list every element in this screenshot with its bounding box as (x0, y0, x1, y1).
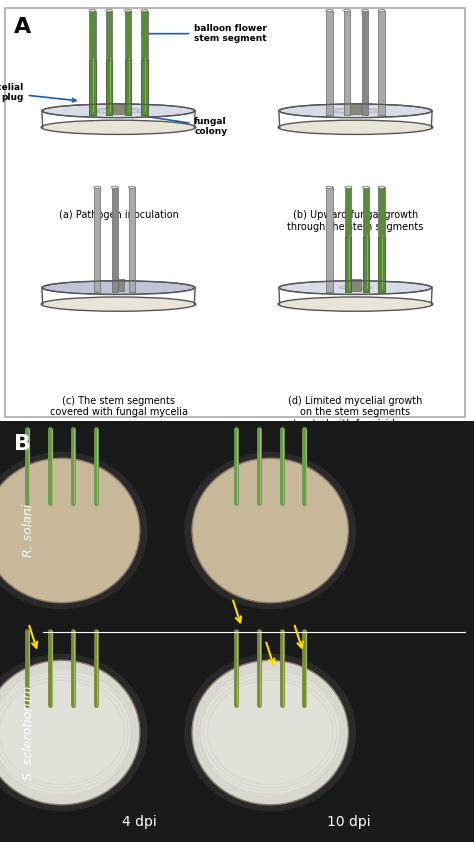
Bar (378, 11, 385, 115)
Ellipse shape (0, 669, 130, 796)
Ellipse shape (192, 660, 348, 805)
Ellipse shape (362, 9, 368, 12)
Ellipse shape (192, 458, 348, 603)
Text: balloon flower
stem segment: balloon flower stem segment (142, 24, 267, 44)
Ellipse shape (43, 104, 194, 118)
Text: (b) Upward fungal growth
through the stem segments: (b) Upward fungal growth through the ste… (287, 210, 424, 232)
Ellipse shape (94, 186, 100, 189)
Text: fungal
colony: fungal colony (133, 113, 228, 136)
Text: A: A (14, 17, 31, 37)
Bar (350, 103, 361, 115)
Text: R. solani: R. solani (22, 504, 35, 557)
Ellipse shape (0, 451, 148, 610)
FancyBboxPatch shape (5, 8, 465, 417)
Ellipse shape (184, 451, 356, 610)
Bar (106, 60, 112, 115)
Ellipse shape (201, 669, 339, 796)
Ellipse shape (43, 281, 194, 295)
Ellipse shape (0, 458, 140, 603)
Bar (326, 11, 332, 115)
Bar (125, 11, 131, 115)
Text: 4 dpi: 4 dpi (122, 815, 157, 829)
Bar (106, 11, 112, 115)
Bar (141, 60, 148, 115)
Bar (344, 11, 350, 115)
Bar (345, 188, 351, 292)
Bar (378, 188, 385, 292)
Ellipse shape (111, 186, 118, 189)
Ellipse shape (280, 104, 431, 118)
Bar (362, 11, 368, 115)
Bar (363, 188, 369, 292)
Ellipse shape (326, 9, 333, 12)
Ellipse shape (278, 297, 433, 312)
Text: 10 dpi: 10 dpi (327, 815, 370, 829)
Ellipse shape (89, 9, 96, 12)
Ellipse shape (278, 120, 433, 135)
Bar (141, 11, 148, 115)
Bar (113, 280, 124, 291)
Bar (363, 237, 369, 292)
Ellipse shape (141, 9, 148, 12)
Text: S. sclerotiorum: S. sclerotiorum (22, 685, 35, 780)
Ellipse shape (125, 9, 131, 12)
Ellipse shape (41, 297, 196, 312)
Bar (378, 237, 385, 292)
Ellipse shape (0, 660, 140, 805)
Ellipse shape (345, 186, 352, 189)
Bar (326, 188, 332, 292)
Bar (89, 60, 96, 115)
Ellipse shape (378, 9, 385, 12)
Ellipse shape (0, 653, 148, 812)
Ellipse shape (378, 186, 385, 189)
Ellipse shape (326, 186, 333, 189)
Text: (c) The stem segments
covered with fungal mycelia: (c) The stem segments covered with funga… (49, 396, 188, 418)
Text: B: B (14, 434, 31, 454)
Text: (a) Pathogen inoculation: (a) Pathogen inoculation (59, 210, 178, 221)
Bar (125, 60, 131, 115)
Ellipse shape (280, 281, 431, 295)
Bar (94, 188, 100, 292)
Bar (350, 280, 361, 291)
Bar (128, 188, 135, 292)
Ellipse shape (344, 9, 350, 12)
Bar (89, 11, 96, 115)
Ellipse shape (363, 186, 369, 189)
Bar (111, 188, 118, 292)
Ellipse shape (106, 9, 112, 12)
Ellipse shape (184, 653, 356, 812)
Bar (113, 103, 124, 115)
Text: (d) Limited mycelial growth
on the stem segments
treated with fungicides or
anta: (d) Limited mycelial growth on the stem … (288, 396, 423, 440)
Ellipse shape (41, 120, 196, 135)
Text: mycelial
plug: mycelial plug (0, 83, 76, 103)
Ellipse shape (128, 186, 135, 189)
Bar (345, 237, 351, 292)
